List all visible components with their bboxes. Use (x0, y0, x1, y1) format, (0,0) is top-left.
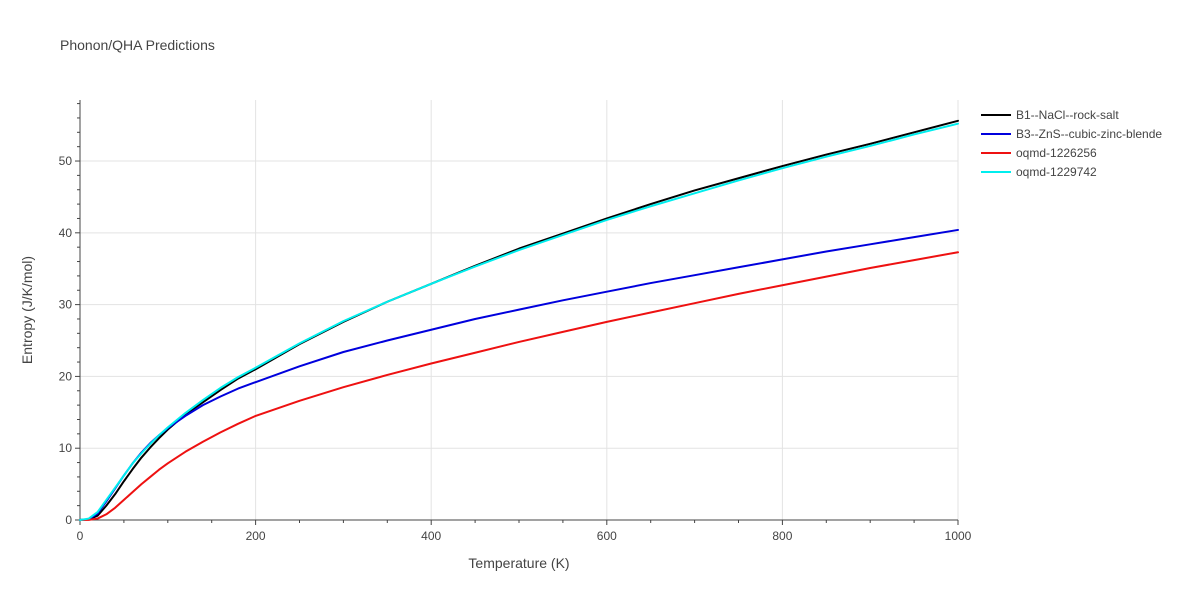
y-tick-label: 50 (59, 154, 73, 168)
legend-label: B1--NaCl--rock-salt (1016, 108, 1119, 122)
legend-item-1[interactable]: B1--NaCl--rock-salt (981, 108, 1119, 122)
x-tick-label: 400 (421, 529, 441, 543)
y-tick-label: 10 (59, 441, 73, 455)
x-tick-label: 0 (77, 529, 84, 543)
x-tick-label: 600 (597, 529, 617, 543)
y-tick-label: 20 (59, 369, 73, 383)
legend[interactable]: B1--NaCl--rock-salt B3--ZnS--cubic-zinc-b… (981, 108, 1162, 179)
y-tick-label: 40 (59, 226, 73, 240)
y-axis-title: Entropy (J/K/mol) (19, 256, 35, 364)
x-axis-title: Temperature (K) (468, 555, 569, 571)
legend-item-2[interactable]: B3--ZnS--cubic-zinc-blende (981, 127, 1162, 141)
series-line-3[interactable] (79, 251, 959, 521)
legend-item-3[interactable]: oqmd-1226256 (981, 146, 1097, 160)
series-layer[interactable] (79, 119, 959, 521)
legend-label: B3--ZnS--cubic-zinc-blende (1016, 127, 1162, 141)
x-tick-label: 1000 (945, 529, 972, 543)
legend-item-4[interactable]: oqmd-1229742 (981, 165, 1097, 179)
legend-label: oqmd-1229742 (1016, 165, 1097, 179)
series-line-4[interactable] (79, 122, 959, 521)
x-tick-label: 800 (772, 529, 792, 543)
legend-label: oqmd-1226256 (1016, 146, 1097, 160)
x-tick-label: 200 (246, 529, 266, 543)
y-tick-label: 0 (65, 513, 72, 527)
y-tick-label: 30 (59, 298, 73, 312)
axes-layer: 0 200 400 600 800 1000 0 10 20 30 40 50 (59, 100, 972, 543)
chart-title: Phonon/QHA Predictions (60, 37, 215, 53)
